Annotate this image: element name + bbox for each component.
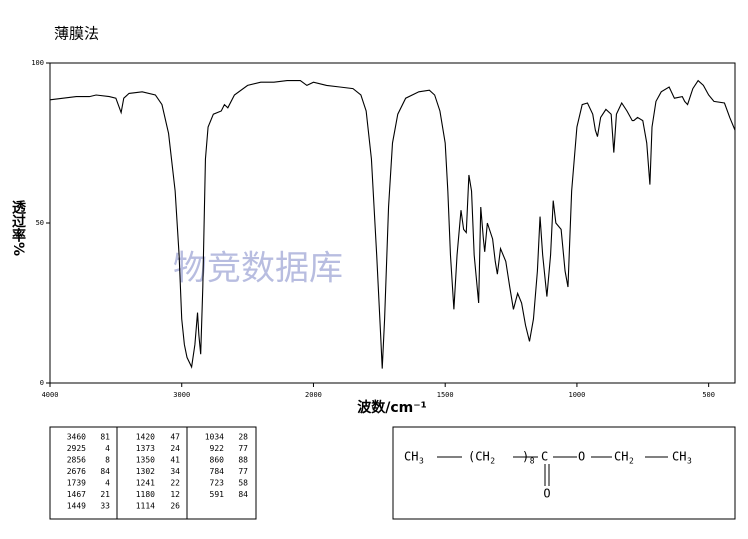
x-tick-label: 1500 xyxy=(437,391,454,399)
peak-wavenumber: 1034 xyxy=(205,433,224,442)
peak-wavenumber: 1180 xyxy=(136,490,155,499)
peak-transmittance: 88 xyxy=(238,456,248,465)
peak-table-frame xyxy=(49,426,257,520)
peak-transmittance: 8 xyxy=(105,456,110,465)
y-tick-label: 50 xyxy=(36,219,44,227)
chart-title: 薄膜法 xyxy=(54,25,99,43)
watermark: 物竞数据库 xyxy=(173,249,343,289)
bonds xyxy=(437,456,668,486)
formula-subscript: 8 xyxy=(530,457,535,466)
formula-subscript: 3 xyxy=(419,457,424,466)
peak-transmittance: 81 xyxy=(100,433,110,442)
peak-transmittance: 77 xyxy=(238,467,248,476)
peak-wavenumber: 1449 xyxy=(67,502,86,511)
peak-wavenumber: 1302 xyxy=(136,467,155,476)
formula-group: CH xyxy=(614,450,628,464)
peak-transmittance: 47 xyxy=(170,433,180,442)
spectrum-line xyxy=(49,79,736,369)
peak-wavenumber: 1420 xyxy=(136,433,155,442)
peak-transmittance: 41 xyxy=(170,456,180,465)
peak-transmittance: 4 xyxy=(105,479,110,488)
y-tick-label: 100 xyxy=(31,59,44,67)
peak-wavenumber: 2856 xyxy=(67,456,86,465)
peak-transmittance: 33 xyxy=(100,502,110,511)
structure-frame xyxy=(392,426,736,520)
peak-wavenumber: 2925 xyxy=(67,444,86,453)
x-tick-label: 1000 xyxy=(568,391,585,399)
peak-transmittance: 21 xyxy=(100,490,110,499)
formula-group: CH xyxy=(404,450,418,464)
peak-wavenumber: 1350 xyxy=(136,456,155,465)
peak-wavenumber: 591 xyxy=(210,490,225,499)
plot-frame xyxy=(49,62,736,384)
peak-transmittance: 24 xyxy=(170,444,180,453)
peak-transmittance: 77 xyxy=(238,444,248,453)
peak-transmittance: 28 xyxy=(238,433,248,442)
formula-group: CH xyxy=(672,450,686,464)
formula-group: O xyxy=(578,450,585,464)
formula-subscript: 3 xyxy=(687,457,692,466)
peak-transmittance: 4 xyxy=(105,444,110,453)
formula-group: C xyxy=(541,450,548,464)
peak-transmittance: 26 xyxy=(170,502,180,511)
formula-group: ) xyxy=(522,450,529,464)
peak-transmittance: 22 xyxy=(170,479,180,488)
formula-group: (CH xyxy=(468,450,490,464)
peak-wavenumber: 1373 xyxy=(136,444,155,453)
formula-subscript: 2 xyxy=(629,457,634,466)
carbonyl-oxygen: O xyxy=(543,487,550,501)
y-axis-label: 透过率% xyxy=(10,200,26,256)
x-tick-label: 2000 xyxy=(305,391,322,399)
x-axis-label: 波数/cm⁻¹ xyxy=(357,399,427,416)
peak-transmittance: 84 xyxy=(100,467,110,476)
x-tick-label: 3000 xyxy=(173,391,190,399)
peak-wavenumber: 1467 xyxy=(67,490,86,499)
peak-wavenumber: 1241 xyxy=(136,479,155,488)
peak-wavenumber: 2676 xyxy=(67,467,86,476)
peak-transmittance: 84 xyxy=(238,490,248,499)
peak-transmittance: 58 xyxy=(238,479,248,488)
peak-wavenumber: 784 xyxy=(210,467,225,476)
x-tick-label: 4000 xyxy=(42,391,59,399)
peak-wavenumber: 723 xyxy=(210,479,225,488)
peak-wavenumber: 1114 xyxy=(136,502,155,511)
x-tick-label: 500 xyxy=(702,391,715,399)
peak-wavenumber: 1739 xyxy=(67,479,86,488)
peak-transmittance: 12 xyxy=(170,490,180,499)
peak-wavenumber: 922 xyxy=(210,444,225,453)
peak-transmittance: 34 xyxy=(170,467,180,476)
formula-subscript: 2 xyxy=(490,457,495,466)
peak-wavenumber: 860 xyxy=(210,456,225,465)
peak-wavenumber: 3460 xyxy=(67,433,86,442)
y-tick-label: 0 xyxy=(40,379,44,387)
